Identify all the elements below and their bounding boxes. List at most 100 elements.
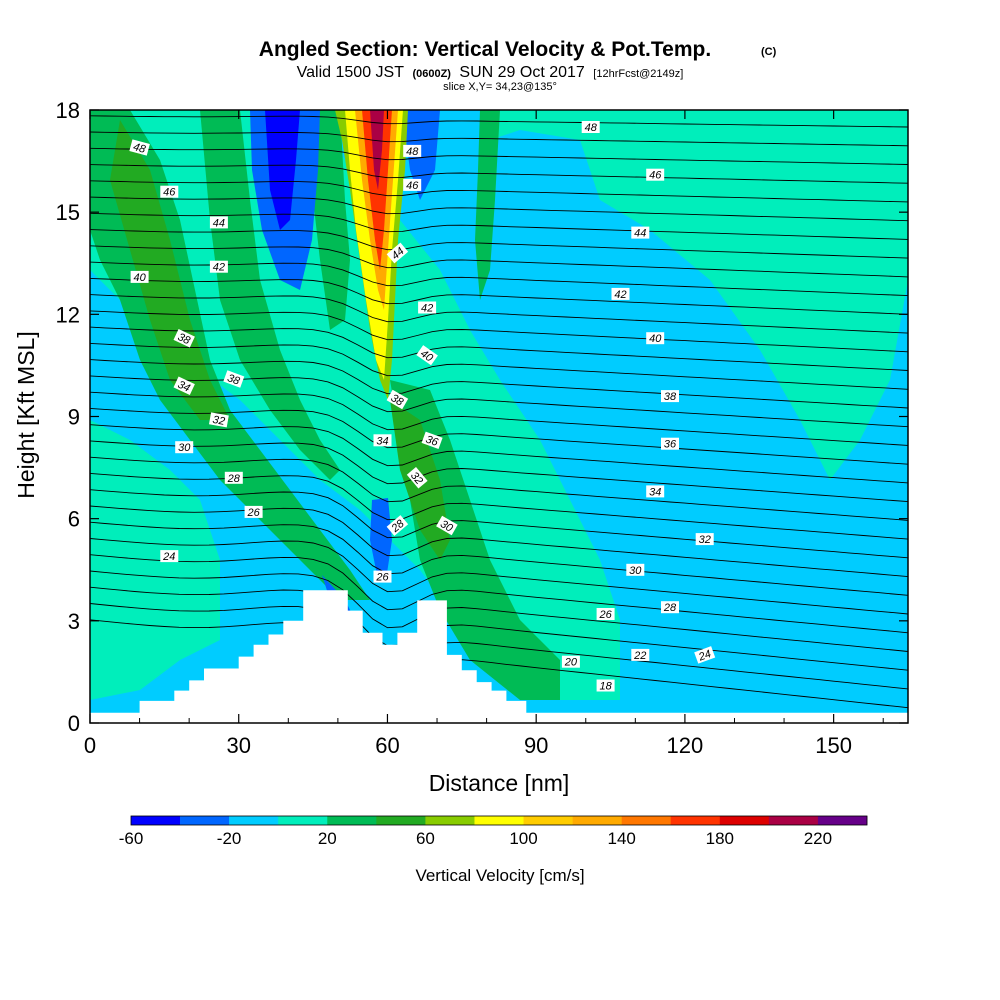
isentrope-line [90,391,908,446]
isentrope-label-box [173,376,195,396]
chart-title-suffix: (C) [761,46,777,58]
isentrope-line [90,619,908,709]
colorbar-swatch [768,816,819,825]
isentrope-label: 26 [373,570,392,584]
isentrope-label: 48 [581,121,600,134]
x-tick-label: 150 [815,733,852,758]
isentrope-label: 44 [631,226,650,240]
colorbar-tick-label: 20 [318,829,337,848]
isentrope-label-box [373,570,392,583]
isentrope-label-text: 40 [133,272,146,284]
isentrope-label: 38 [223,370,245,388]
isentrope-label-text: 28 [227,473,241,485]
isentrope-line [90,326,908,371]
x-tick-label: 30 [226,733,250,758]
isentrope-label: 34 [646,485,665,498]
isentrope-label-text: 20 [564,657,578,669]
isentrope-label-text: 24 [696,648,713,664]
isentrope-label: 26 [596,608,615,621]
isentrope-label: 20 [561,655,580,669]
valid-zulu: (0600Z) [412,68,451,80]
x-tick-label: 60 [375,733,399,758]
isentrope-label-text: 36 [664,439,677,451]
isentrope-line [90,521,908,596]
valid-fcst: [12hrFcst@2149z] [593,68,683,80]
slice-line: slice X,Y= 34,23@135° [443,81,557,93]
isentrope-lines [90,115,908,709]
isentrope-label-text: 26 [246,507,260,519]
isentrope-line [90,147,908,165]
isentrope-label-box [209,216,228,229]
isentrope-line [90,180,908,203]
isentrope-line [90,456,908,521]
isentrope-label-text: 32 [212,414,226,428]
isentrope-label: 46 [403,178,422,192]
isentrope-line [90,115,908,128]
isentrope-label-text: 46 [649,170,662,182]
isentrope-label-text: 34 [176,379,192,395]
isentrope-label-text: 44 [634,228,646,240]
isentrope-line [90,570,908,652]
valid-date: SUN 29 Oct 2017 [459,64,585,81]
isentrope-label: 22 [631,648,650,662]
isentrope-line [90,164,908,184]
velocity-region-strip-e [310,110,350,330]
y-tick-label: 12 [56,302,80,327]
colorbar-swatch [180,816,230,825]
isentrope-label: 44 [209,216,228,229]
isentrope-label-text: 38 [226,372,242,388]
colorbar-swatch [817,816,868,825]
isentrope-line [90,294,908,334]
isentrope-label-text: 28 [663,602,677,614]
isentrope-label: 36 [661,437,679,451]
isentrope-label-box [208,412,229,428]
colorbar: -60 -20 20 60 100 140 180 220 [119,815,868,848]
isentrope-label: 42 [418,301,437,315]
colorbar-swatch [670,816,721,825]
colorbar-tick-label: 60 [416,829,435,848]
isentrope-label: 42 [611,287,630,301]
terrain [90,590,908,723]
isentrope-line [90,342,908,390]
isentrope-label-box [646,332,665,345]
isentrope-label-box [406,467,428,489]
isentrope-label-text: 42 [421,303,433,315]
isentrope-label: 30 [626,563,645,577]
isentrope-label: 48 [403,144,422,158]
y-tick-label: 0 [68,711,80,736]
x-axis-label: Distance [nm] [429,770,570,796]
isentrope-line [90,407,908,465]
colorbar-tick-label: 140 [608,829,636,848]
isentrope-line [90,424,908,484]
isentrope-label-box [223,370,245,388]
isentrope-label: 48 [129,139,150,156]
isentrope-line [90,440,908,503]
isentrope-label-text: 44 [213,217,225,229]
isentrope-label-text: 34 [376,435,388,447]
isentrope-line [90,245,908,278]
y-axis-label: Height [Kft MSL] [13,331,39,498]
isentrope-label-box [209,260,228,273]
colorbar-tick-label: 180 [706,829,734,848]
isentrope-line [90,229,908,259]
isentrope-label-box [631,226,650,239]
valid-prefix: Valid 1500 JST [297,64,405,81]
chart-title: Angled Section: Vertical Velocity & Pot.… [259,38,711,61]
colorbar-tick-label: 220 [804,829,832,848]
isentrope-label-text: 48 [585,122,598,134]
isentrope-label-box [224,471,243,484]
velocity-region-downdraft-1-core [265,110,300,230]
isentrope-line [90,489,908,559]
isentrope-line [90,538,908,615]
colorbar-swatch [327,816,377,825]
isentrope-label-text: 36 [424,434,440,450]
isentrope-label-box [160,185,179,198]
isentrope-label-box [386,242,409,264]
isentrope-label-text: 18 [599,681,612,693]
isentrope-label-box [661,437,679,450]
y-tick-label: 6 [68,507,80,532]
colorbar-swatch [474,816,524,825]
colorbar-tick-label: -60 [119,829,144,848]
isentrope-label-box [646,168,665,181]
